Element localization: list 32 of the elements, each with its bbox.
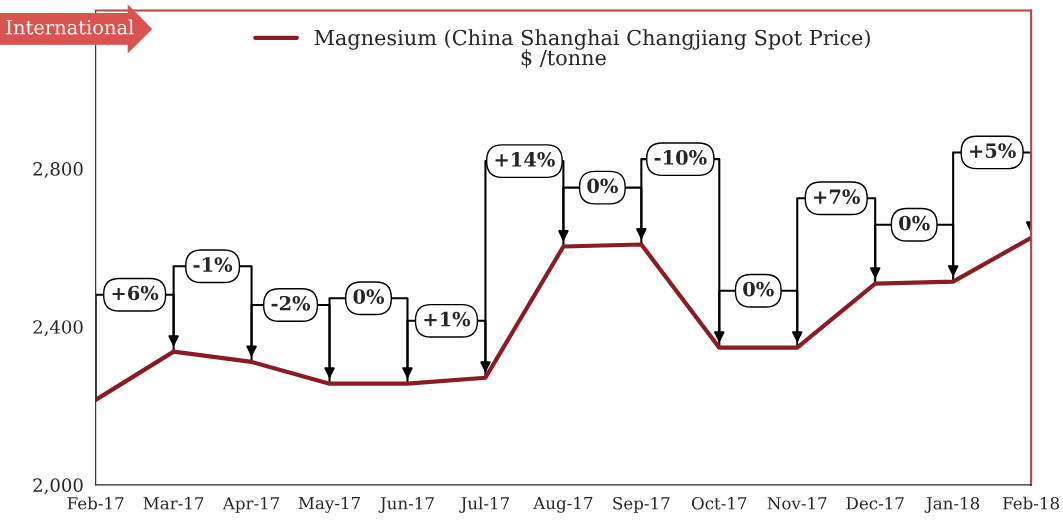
y-tick-label: 2,400 — [33, 320, 83, 337]
annotation: International — [6, 19, 134, 35]
text: $ /tonne — [521, 49, 606, 69]
y-tick-label: 2,000 — [33, 478, 83, 495]
annotation: +5% — [970, 143, 1016, 159]
y-tick-label: 2,800 — [33, 162, 83, 178]
x-tick-label: Nov-17 — [767, 496, 827, 510]
annotation: 0% — [899, 215, 930, 231]
x-tick-label: Sep-17 — [613, 496, 670, 513]
legend-label: Magnesium (China Shanghai Changjiang Spot Price) — [314, 29, 870, 50]
x-tick-label: Apr-17 — [222, 496, 280, 513]
x-tick-label: Mar-17 — [143, 496, 204, 510]
annotation: -10% — [654, 150, 707, 165]
x-tick-label: Feb-17 — [67, 496, 124, 510]
x-tick-label: Jul-17 — [459, 496, 510, 513]
annotation: +1% — [424, 311, 471, 327]
annotation: 0% — [587, 178, 618, 194]
annotation: -2% — [271, 295, 311, 311]
annotation: 0% — [743, 281, 774, 297]
annotation: +7% — [814, 189, 860, 204]
x-tick-label: Jun-17 — [378, 496, 434, 513]
x-tick-label: Aug-17 — [533, 496, 593, 513]
annotation: 0% — [353, 289, 385, 304]
x-tick-label: Oct-17 — [691, 496, 747, 510]
annotation: +6% — [112, 285, 159, 301]
line-series — [95, 235, 1032, 402]
x-tick-label: Feb-18 — [1003, 496, 1059, 510]
x-tick-label: Jan-18 — [924, 496, 980, 513]
annotation: +14% — [495, 152, 555, 167]
x-tick-label: Dec-17 — [846, 496, 904, 510]
annotation: -1% — [193, 257, 233, 272]
x-tick-label: May-17 — [298, 496, 360, 513]
